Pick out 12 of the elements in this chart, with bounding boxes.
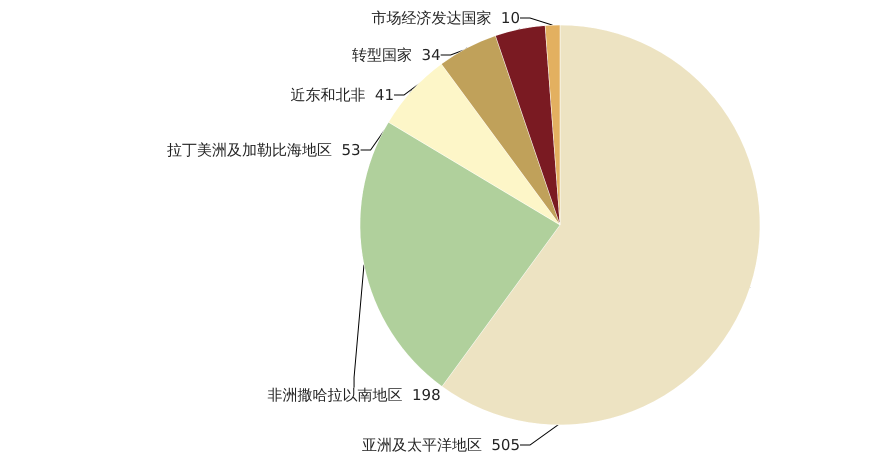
data-label: 41	[374, 86, 394, 104]
slice-label: 亚洲及太平洋地区	[362, 436, 482, 454]
slice-label: 非洲撒哈拉以南地区	[267, 386, 402, 404]
data-label: 505	[491, 436, 520, 454]
data-label: 10	[500, 9, 520, 27]
slice-label: 近东和北非	[290, 86, 366, 104]
slice-label: 市场经济发达国家	[371, 9, 492, 27]
data-label: 53	[342, 141, 361, 159]
data-label: 34	[422, 46, 441, 64]
slice-label: 拉丁美洲及加勒比海地区	[166, 141, 332, 159]
slice-label: 转型国家	[352, 46, 412, 64]
data-label: 198	[412, 386, 441, 404]
